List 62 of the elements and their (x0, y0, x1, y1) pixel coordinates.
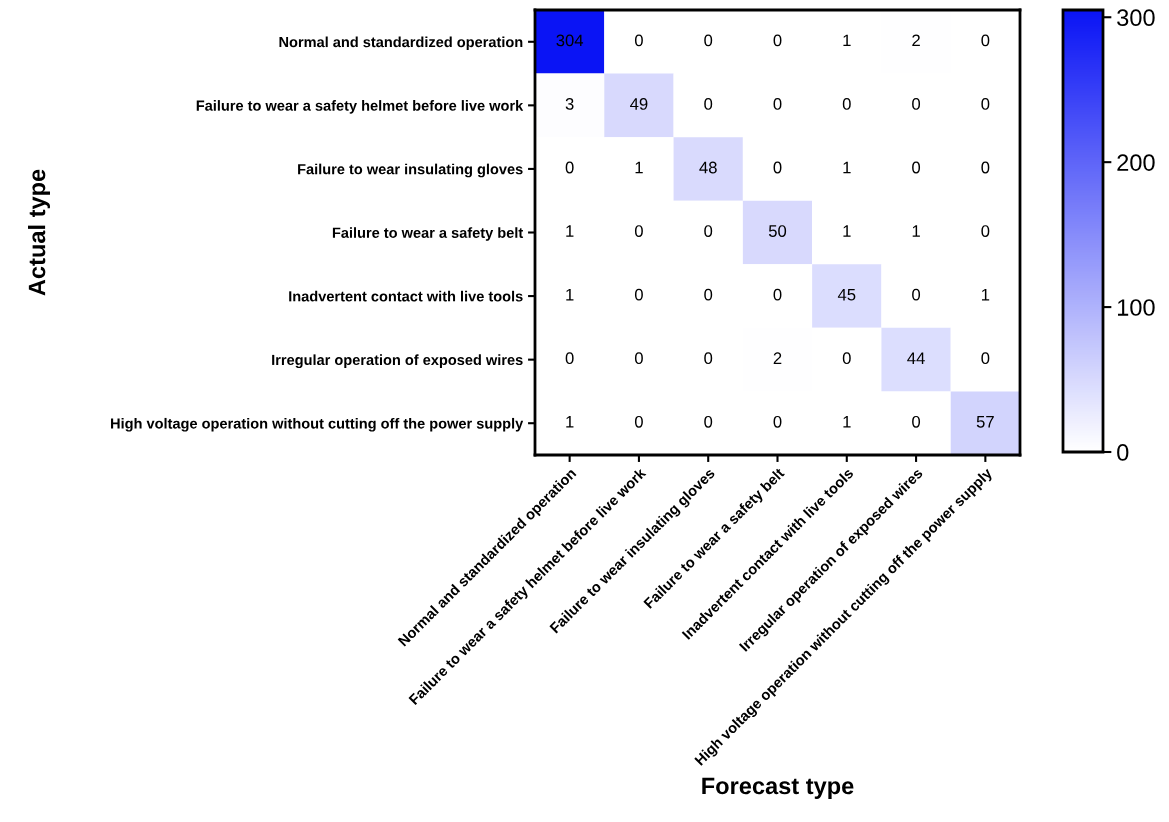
data-label: 0 (912, 98, 921, 110)
color-bar-label: 200 (1117, 154, 1155, 171)
data-label: 0 (634, 415, 643, 428)
data-label: 0 (704, 225, 713, 237)
data-label: 0 (704, 34, 713, 47)
y-tick-label: Inadvertent contact with live tools (289, 290, 523, 302)
data-label: 50 (768, 225, 787, 237)
color-bar-label: 0 (1117, 444, 1129, 461)
data-label: 0 (981, 161, 990, 174)
data-label: 1 (635, 161, 643, 174)
data-label: 48 (699, 161, 717, 174)
data-label: 0 (773, 288, 782, 301)
data-label: 0 (634, 34, 643, 47)
data-label: 0 (981, 98, 990, 110)
y-tick-label: Failure to wear a safety belt (332, 227, 524, 241)
data-label: 0 (773, 98, 782, 110)
data-label: 0 (704, 98, 713, 110)
y-tick-label: Normal and standardized operation (279, 36, 523, 51)
data-label: 0 (912, 161, 921, 174)
color-bar-label: 300 (1117, 9, 1155, 27)
data-label: 0 (565, 352, 574, 365)
data-label: 0 (565, 161, 574, 174)
color-bar-label: 100 (1117, 299, 1155, 316)
y-axis-title: Actual type (27, 169, 50, 296)
data-label: 304 (556, 34, 584, 47)
data-label: 0 (981, 225, 990, 237)
data-label: 0 (842, 98, 851, 110)
data-label: 2 (773, 352, 782, 364)
data-label: 0 (773, 161, 782, 174)
x-axis-title: Forecast type (702, 777, 854, 799)
data-label: 3 (565, 98, 574, 110)
data-label: 1 (566, 225, 574, 237)
data-label: 49 (630, 98, 648, 110)
data-label: 1 (912, 225, 920, 237)
data-label: 2 (912, 34, 920, 47)
y-tick-label: Failure to wear a safety helmet before live work (196, 100, 524, 114)
data-label: 0 (634, 352, 643, 365)
data-label: 1 (843, 161, 851, 174)
data-label: 1 (981, 288, 990, 301)
data-label: 1 (843, 416, 851, 428)
data-label: 0 (634, 288, 643, 301)
data-label: 1 (843, 225, 851, 237)
data-label: 45 (837, 288, 856, 301)
y-tick-label: Failure to wear insulating gloves (298, 163, 523, 178)
data-label: 0 (704, 415, 713, 428)
data-label: 0 (773, 34, 782, 47)
data-label: 0 (773, 415, 782, 428)
y-tick-label: High voltage operation without cutting off the power supply (111, 417, 524, 432)
y-tick-label: Irregular operation of exposed wires (272, 354, 523, 369)
data-label: 1 (566, 288, 574, 301)
data-label: 0 (704, 352, 713, 365)
data-label: 0 (842, 352, 851, 365)
data-label: 0 (981, 352, 990, 365)
data-label: 0 (981, 34, 990, 47)
data-label: 0 (634, 225, 643, 237)
data-label: 0 (704, 288, 713, 301)
data-label: 57 (976, 416, 994, 428)
data-label: 0 (912, 288, 921, 301)
data-label: 0 (912, 415, 921, 428)
data-label: 1 (566, 416, 574, 428)
data-label: 1 (843, 34, 851, 47)
data-label: 44 (907, 352, 925, 364)
